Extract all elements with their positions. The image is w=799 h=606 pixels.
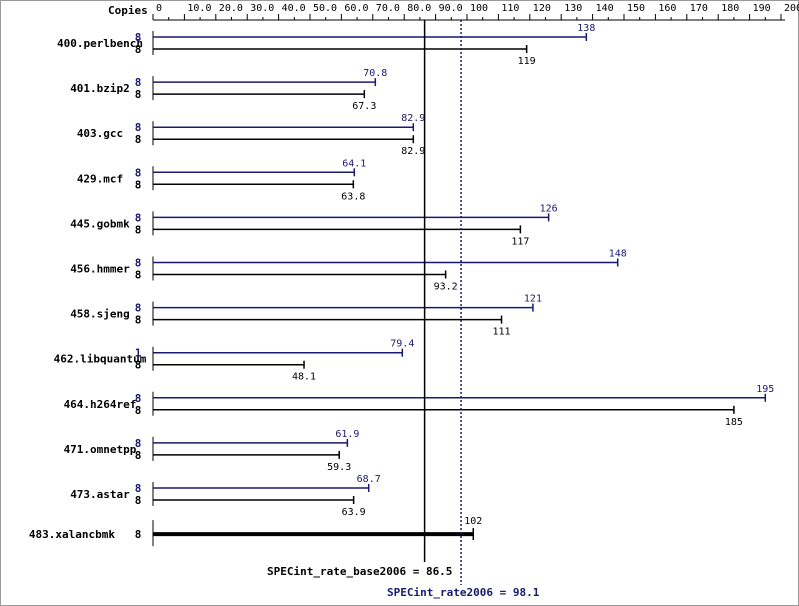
x-tick-label: 130 bbox=[564, 3, 582, 14]
x-tick-label: 180 bbox=[721, 3, 739, 14]
peak-summary-label: SPECint_rate2006 = 98.1 bbox=[387, 586, 540, 599]
peak-copies: 8 bbox=[135, 392, 142, 405]
base-value-label: 82.9 bbox=[401, 146, 425, 157]
x-tick-label: 50.0 bbox=[313, 3, 337, 14]
x-tick-label: 200 bbox=[784, 3, 799, 14]
base-value-label: 93.2 bbox=[434, 282, 458, 293]
peak-value-label: 61.9 bbox=[335, 429, 359, 440]
benchmark-row: 401.bzip2 88 70.8 67.3 bbox=[70, 68, 387, 112]
peak-copies: 8 bbox=[135, 302, 142, 315]
benchmark-row: 458.sjeng 88 121 111 bbox=[70, 294, 542, 338]
peak-value-label: 195 bbox=[756, 384, 774, 395]
x-tick-label: 0 bbox=[156, 3, 162, 14]
benchmark-label: 429.mcf bbox=[77, 172, 123, 185]
base-value-label: 185 bbox=[725, 417, 743, 428]
benchmark-label: 403.gcc bbox=[77, 127, 123, 140]
base-copies: 8 bbox=[135, 43, 142, 56]
base-copies: 8 bbox=[135, 528, 142, 541]
x-tick-label: 150 bbox=[627, 3, 645, 14]
benchmark-label: 400.perlbench bbox=[57, 37, 143, 50]
benchmark-row: 473.astar 88 68.7 63.9 bbox=[70, 474, 381, 518]
base-value-label: 111 bbox=[493, 327, 511, 338]
base-value-label: 67.3 bbox=[352, 101, 376, 112]
base-copies: 8 bbox=[135, 269, 142, 282]
base-copies: 8 bbox=[135, 223, 142, 236]
base-value-label: 117 bbox=[511, 236, 529, 247]
peak-value-label: 148 bbox=[609, 249, 627, 260]
reference-lines bbox=[423, 20, 462, 585]
peak-value-label: 121 bbox=[524, 294, 542, 305]
x-tick-label: 20.0 bbox=[219, 3, 243, 14]
x-tick-label: 10.0 bbox=[187, 3, 211, 14]
peak-value-label: 64.1 bbox=[342, 158, 366, 169]
benchmark-label: 471.omnetpp bbox=[64, 443, 137, 456]
peak-value-label: 68.7 bbox=[357, 474, 381, 485]
x-axis: 0 10.0 20.0 30.0 40.0 50.0 60.0 70.0 80.0 90.0 100… bbox=[152, 3, 799, 21]
benchmark-label: 462.libquantum bbox=[54, 353, 147, 366]
peak-copies: 8 bbox=[135, 211, 142, 224]
x-tick-label: 120 bbox=[533, 3, 551, 14]
base-value-label: 102 bbox=[464, 516, 482, 527]
x-tick-label: 90.0 bbox=[439, 3, 463, 14]
benchmark-row: 403.gcc 88 82.9 82.9 bbox=[77, 113, 426, 157]
peak-copies: 8 bbox=[135, 76, 142, 89]
benchmark-row: 483.xalancbmk 8 102 bbox=[29, 516, 482, 547]
peak-copies: 8 bbox=[135, 482, 142, 495]
benchmark-row: 456.hmmer 88 148 93.2 bbox=[70, 249, 627, 293]
x-tick-label: 100 bbox=[470, 3, 488, 14]
base-value-label: 48.1 bbox=[292, 372, 316, 383]
benchmark-label: 445.gobmk bbox=[70, 217, 130, 230]
peak-value-label: 79.4 bbox=[390, 339, 414, 350]
x-tick-label: 110 bbox=[501, 3, 519, 14]
base-value-label: 63.9 bbox=[342, 507, 366, 518]
peak-value-label: 126 bbox=[540, 203, 558, 214]
peak-value-label: 138 bbox=[577, 23, 595, 34]
copies-header: Copies bbox=[108, 4, 148, 17]
x-tick-label: 40.0 bbox=[282, 3, 306, 14]
benchmark-label: 401.bzip2 bbox=[70, 82, 130, 95]
base-copies: 8 bbox=[135, 133, 142, 146]
benchmark-label: 456.hmmer bbox=[70, 263, 130, 276]
x-tick-label: 160 bbox=[658, 3, 676, 14]
peak-copies: 8 bbox=[135, 121, 142, 134]
peak-copies: 8 bbox=[135, 166, 142, 179]
x-tick-label: 30.0 bbox=[250, 3, 274, 14]
base-copies: 8 bbox=[135, 494, 142, 507]
benchmark-label: 483.xalancbmk bbox=[29, 528, 115, 541]
peak-copies: 1 bbox=[135, 347, 142, 360]
base-copies: 8 bbox=[135, 359, 142, 372]
base-copies: 8 bbox=[135, 404, 142, 417]
x-tick-label: 70.0 bbox=[376, 3, 400, 14]
benchmark-row: 429.mcf 88 64.1 63.8 bbox=[77, 158, 367, 202]
peak-value-label: 70.8 bbox=[363, 68, 387, 79]
peak-copies: 8 bbox=[135, 257, 142, 270]
benchmark-label: 473.astar bbox=[70, 488, 130, 501]
base-copies: 8 bbox=[135, 314, 142, 327]
base-value-label: 119 bbox=[518, 56, 536, 67]
base-summary-label: SPECint_rate_base2006 = 86.5 bbox=[267, 565, 452, 578]
base-value-label: 63.8 bbox=[341, 191, 365, 202]
peak-copies: 8 bbox=[135, 437, 142, 450]
base-copies: 8 bbox=[135, 178, 142, 191]
base-copies: 8 bbox=[135, 88, 142, 101]
base-value-label: 59.3 bbox=[327, 462, 351, 473]
x-tick-label: 140 bbox=[596, 3, 614, 14]
x-tick-label: 80.0 bbox=[407, 3, 431, 14]
base-copies: 8 bbox=[135, 449, 142, 462]
benchmark-label: 464.h264ref bbox=[64, 398, 137, 411]
x-tick-label: 170 bbox=[690, 3, 708, 14]
peak-copies: 8 bbox=[135, 31, 142, 44]
peak-value-label: 82.9 bbox=[401, 113, 425, 124]
x-tick-label: 190 bbox=[753, 3, 771, 14]
benchmark-row: 445.gobmk 88 126 117 bbox=[70, 203, 557, 247]
benchmark-label: 458.sjeng bbox=[70, 308, 130, 321]
x-tick-label: 60.0 bbox=[344, 3, 368, 14]
